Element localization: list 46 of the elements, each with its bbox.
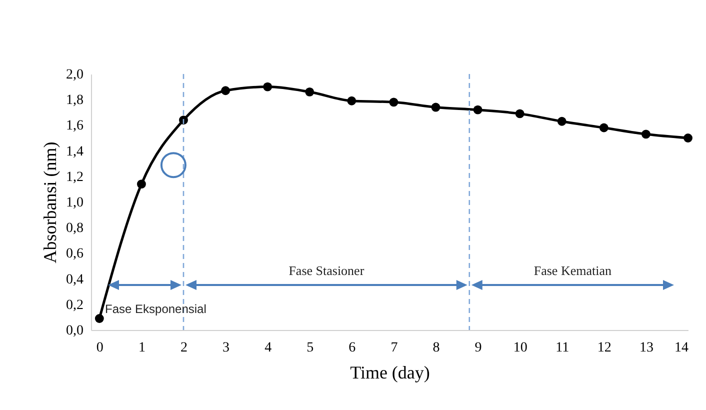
point <box>599 123 608 132</box>
x-tick-label: 10 <box>513 340 528 356</box>
annotation: Fase Stasioner <box>288 263 365 278</box>
x-tick-label: 12 <box>597 340 612 356</box>
point <box>431 102 440 112</box>
x-tick-label: 13 <box>639 340 654 356</box>
point <box>136 180 146 189</box>
x-tick-label: 5 <box>306 340 314 356</box>
x-tick-label: 3 <box>222 340 230 356</box>
point <box>515 109 524 118</box>
y-tick-label: 0,2 <box>66 298 84 313</box>
x-axis-title: Time (day) <box>350 362 430 382</box>
x-tick-label: 9 <box>474 340 482 356</box>
y-tick-label: 2,0 <box>66 68 84 82</box>
x-tick-label: 11 <box>556 340 570 356</box>
x-tick-label: 4 <box>264 340 272 356</box>
annotation: Fase Eksponensial <box>105 302 206 316</box>
point <box>641 130 650 139</box>
point <box>305 87 314 96</box>
point <box>94 314 104 323</box>
y-tick-label: 0,4 <box>66 272 84 288</box>
x-tick-label: 8 <box>432 340 440 356</box>
y-tick-label: 1,2 <box>66 170 84 185</box>
y-tick-label: 1,8 <box>66 93 84 108</box>
point <box>557 116 566 126</box>
y-tick-label: 0,0 <box>66 324 84 338</box>
x-tick-label: 7 <box>390 340 398 356</box>
y-axis-title: Absorbansi (nm) <box>40 142 60 264</box>
point <box>684 134 692 142</box>
y-tick-label: 0,8 <box>66 221 84 236</box>
point <box>389 98 398 107</box>
y-tick-label: 1,4 <box>66 144 84 160</box>
x-tick-label: 2 <box>180 340 188 356</box>
x-tick-label: 1 <box>138 340 146 356</box>
annotation: Fase Kematian <box>534 263 612 278</box>
point <box>179 116 188 125</box>
x-tick-label: 6 <box>348 340 356 356</box>
point <box>473 105 482 114</box>
y-tick-label: 1,0 <box>66 196 84 210</box>
y-tick-label: 1,6 <box>66 118 84 134</box>
x-tick-label: 14 <box>674 340 688 356</box>
y-tick-label: 0,6 <box>66 246 84 262</box>
point <box>221 86 230 96</box>
point <box>263 82 272 92</box>
x-tick-label: 0 <box>96 340 104 356</box>
point <box>347 96 356 106</box>
